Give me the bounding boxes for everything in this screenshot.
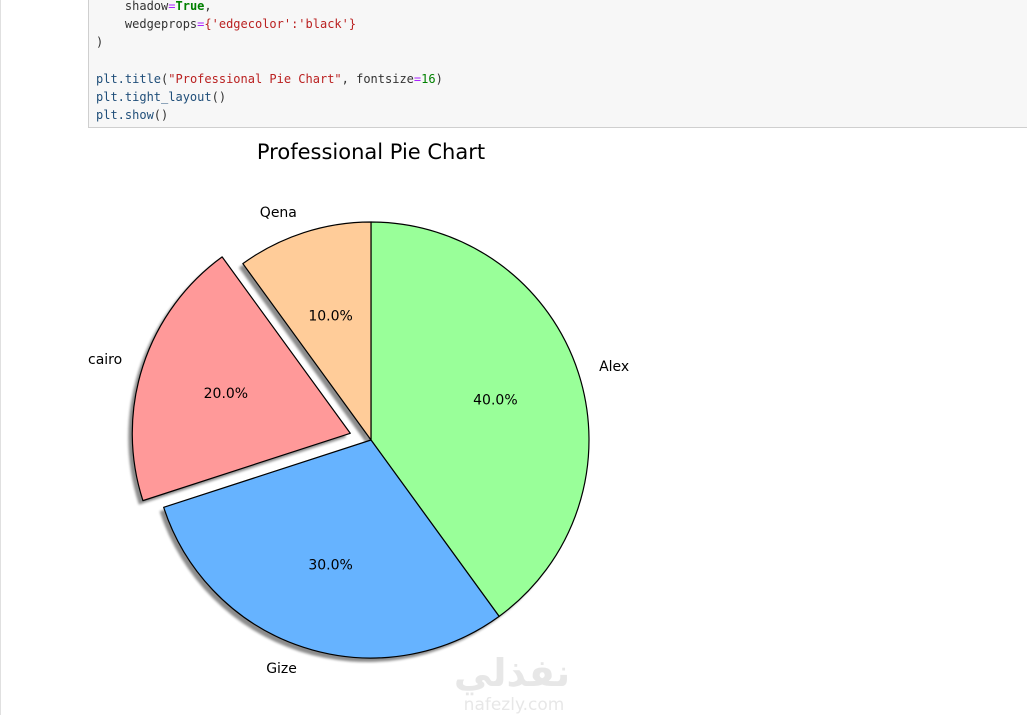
wedge-cairo [131, 256, 351, 502]
slice-label-alex: Alex [599, 359, 629, 375]
slice-label-qena: Qena [260, 205, 297, 221]
pie-chart: Professional Pie Chart Alex 40.0% Gize 30.0… [88, 140, 629, 715]
code-line-7: plt.show() [96, 108, 169, 123]
slice-label-cairo: cairo [88, 352, 122, 368]
code-line-2: wedgeprops={'edgecolor':'black'} [124, 17, 357, 32]
wedge-gize [163, 439, 500, 659]
percent-label-cairo: 20.0% [204, 386, 248, 402]
wedge-qena [242, 221, 372, 441]
code-line-3: ) [96, 35, 104, 50]
watermark-latin: nafezly.com [464, 695, 565, 715]
percent-label-qena: 10.0% [308, 309, 352, 325]
code-line-6: plt.tight_layout() [96, 90, 227, 105]
code-editor[interactable]: shadow=True, wedgeprops={'edgecolor':'bl… [96, 0, 443, 124]
notebook-left-border [0, 0, 1, 715]
watermark: نفذلي nafezly.com [454, 651, 570, 715]
percent-label-alex: 40.0% [473, 393, 517, 409]
code-line-5: plt.title("Professional Pie Chart", font… [96, 71, 443, 86]
code-line-1: shadow=True, [124, 0, 212, 13]
watermark-arabic: نفذلي [454, 651, 570, 695]
code-cell[interactable]: shadow=True, wedgeprops={'edgecolor':'bl… [88, 0, 1027, 128]
cell-output: Professional Pie Chart Alex 40.0% Gize 30.0… [88, 128, 1027, 715]
chart-title: Professional Pie Chart [257, 140, 485, 164]
percent-label-gize: 30.0% [308, 557, 352, 573]
slice-label-gize: Gize [266, 661, 297, 677]
code-line-4 [96, 54, 103, 68]
wedge-alex [370, 221, 590, 617]
